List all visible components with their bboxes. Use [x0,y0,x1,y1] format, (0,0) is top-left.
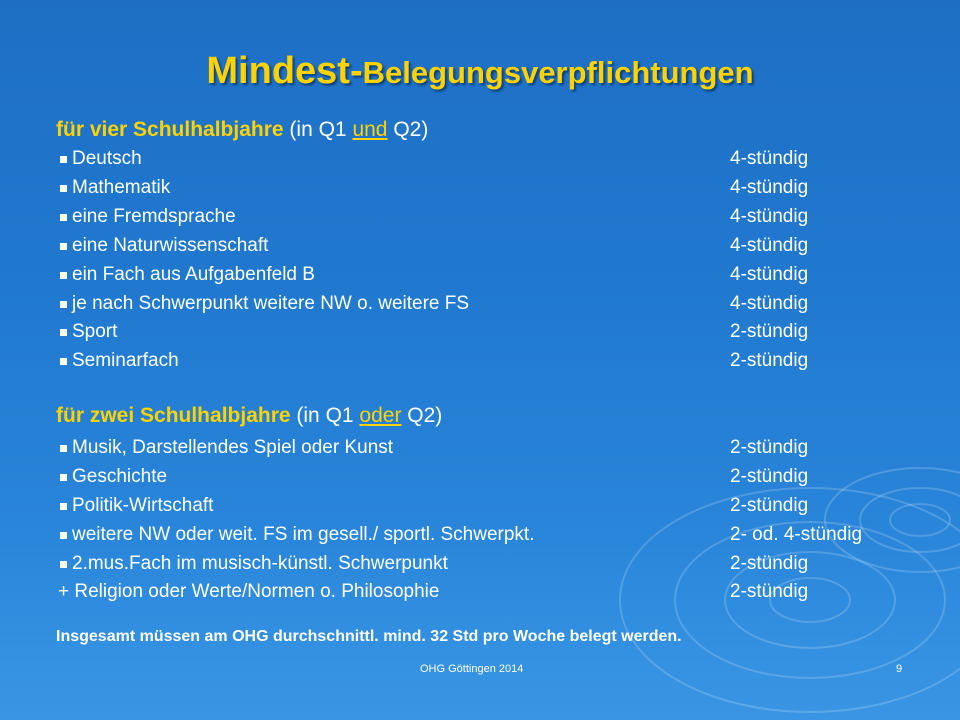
summary-note: Insgesamt müssen am OHG durchschnittl. m… [56,628,682,645]
list-item: Seminarfach 2-stündig [58,347,938,375]
subject-label: Geschichte [72,466,168,487]
section-2-heading-underlined: oder [359,404,402,427]
extra-hours: 2-stündig [730,581,809,602]
subject-label: Seminarfach [72,350,179,372]
subject-label: Musik, Darstellendes Spiel oder Kunst [72,437,394,458]
page-number: 9 [896,663,903,675]
section-1-heading: für vier Schulhalbjahre (in Q1 und Q2) [56,118,428,142]
bullet-icon [60,503,67,510]
hours-label: 4-stündig [730,292,809,314]
bullet-icon [60,213,67,221]
hours-label: 2-stündig [730,350,809,372]
hours-label: 4-stündig [730,234,809,256]
bullet-icon [60,242,67,250]
bullet-icon [60,561,67,568]
subject-label: weitere NW oder weit. FS im gesell./ spo… [72,524,535,545]
hours-label: 4-stündig [730,205,809,227]
subject-label: Deutsch [72,148,142,169]
section-1-heading-bold: für vier Schulhalbjahre [56,118,284,141]
bullet-icon [60,184,67,192]
list-item: Mathematik 4-stündig [58,174,938,202]
bullet-icon [60,329,67,337]
footer-school: OHG Göttingen 2014 [420,663,524,675]
extra-subject: + Religion oder Werte/Normen o. Philosop… [58,581,440,602]
list-item: weitere NW oder weit. FS im gesell./ spo… [58,521,938,549]
bullet-icon [60,445,67,452]
title-part-2: Belegungsverpflichtungen [362,55,754,90]
hours-label: 4-stündig [730,148,809,169]
list-item: Politik-Wirtschaft 2-stündig [58,492,938,520]
list-item: eine Fremdsprache 4-stündig [58,203,938,231]
bullet-icon [60,271,67,279]
list-item: 2.mus.Fach im musisch-künstl. Schwerpunk… [58,550,938,578]
hours-label: 2-stündig [730,437,809,458]
bullet-icon [60,532,67,539]
hours-label: 2-stündig [730,321,809,343]
hours-label: 2-stündig [730,495,809,516]
bullet-icon [60,358,67,366]
list-item: Geschichte 2-stündig [58,463,938,491]
list-item: eine Naturwissenschaft 4-stündig [58,232,938,260]
hours-label: 2-stündig [730,553,809,574]
slide-title: Mindest-Belegungsverpflichtungen [0,50,960,93]
bullet-icon [60,300,67,308]
subject-label: ein Fach aus Aufgabenfeld B [72,263,315,285]
section-1-heading-paren-close: Q2) [387,118,429,141]
section-2-heading-paren-close: Q2) [401,404,443,427]
list-item: Deutsch 4-stündig [58,145,938,173]
list-item: Musik, Darstellendes Spiel oder Kunst 2-s… [58,434,938,462]
section-1-heading-paren: (in Q1 [283,118,353,141]
hours-label: 4-stündig [730,176,809,198]
subject-label: Sport [72,321,118,343]
list-item: je nach Schwerpunkt weitere NW o. weiter… [58,290,938,318]
bullet-icon [60,156,67,163]
list-item: Sport 2-stündig [58,318,938,346]
list-item: ein Fach aus Aufgabenfeld B 4-stündig [58,261,938,289]
hours-label: 2- od. 4-stündig [730,524,863,545]
hours-label: 4-stündig [730,263,809,285]
hours-label: 2-stündig [730,466,809,487]
section-1-heading-underlined: und [352,118,388,141]
subject-label: je nach Schwerpunkt weitere NW o. weiter… [72,292,470,314]
section-2-heading-bold: für zwei Schulhalbjahre [56,404,291,427]
subject-label: eine Naturwissenschaft [72,234,269,256]
bullet-icon [60,474,67,481]
section-2-heading-paren: (in Q1 [290,404,360,427]
extra-row: + Religion oder Werte/Normen o. Philosop… [58,578,938,606]
subject-label: Mathematik [72,176,171,198]
subject-label: 2.mus.Fach im musisch-künstl. Schwerpunk… [72,553,448,574]
subject-label: eine Fremdsprache [72,205,236,227]
title-part-1: Mindest- [206,50,363,92]
subject-label: Politik-Wirtschaft [72,495,214,516]
section-2-heading: für zwei Schulhalbjahre (in Q1 oder Q2) [56,404,442,428]
